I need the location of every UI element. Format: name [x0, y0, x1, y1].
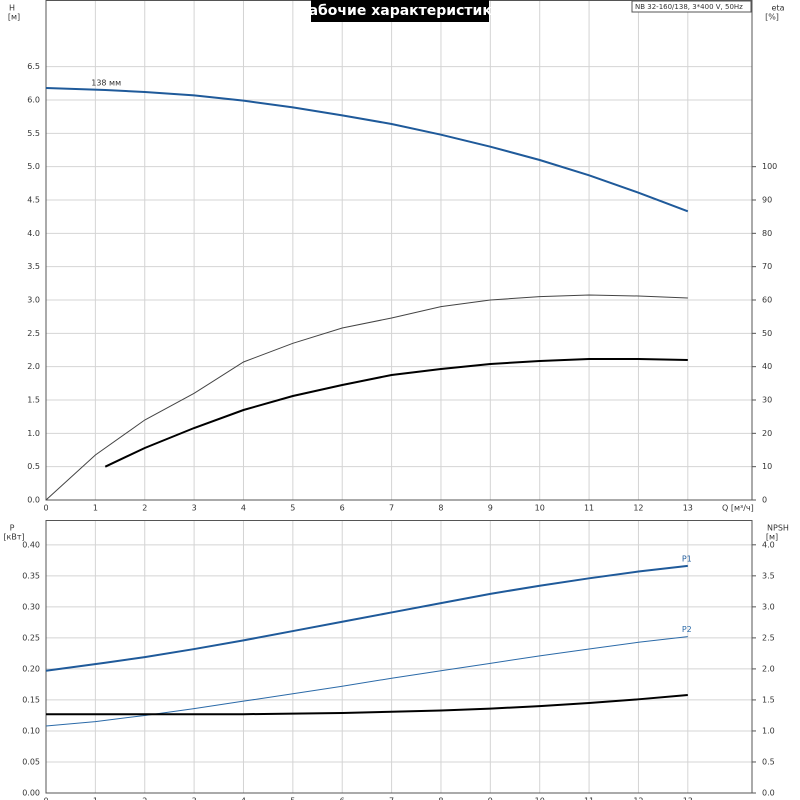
y-tick-label: 4.5 — [27, 196, 40, 205]
y-tick-label: 0.15 — [22, 695, 40, 704]
y-tick-label: 1.0 — [27, 429, 40, 438]
y-tick-label: 5.0 — [27, 162, 40, 171]
y-axis-unit: [кВт] — [3, 533, 24, 542]
y2-axis-label: eta — [772, 4, 785, 13]
y2-tick-label: 20 — [762, 429, 772, 438]
y-axis-unit: [м] — [8, 13, 20, 22]
chart-subtitle: NB 32-160/138, 3*400 V, 50Hz — [635, 3, 743, 11]
x-tick-label: 7 — [389, 797, 394, 800]
x-tick-label: 9 — [488, 504, 493, 513]
x-tick-label: 4 — [241, 797, 246, 800]
y2-tick-label: 50 — [762, 329, 772, 338]
y-tick-label: 3.0 — [27, 296, 40, 305]
y2-tick-label: 80 — [762, 229, 772, 238]
y-axis-label: P — [10, 524, 15, 533]
series-line — [104, 358, 688, 468]
x-tick-label: 6 — [340, 797, 345, 800]
y2-axis-unit: [м] — [766, 533, 778, 542]
y2-tick-label: 10 — [762, 462, 772, 471]
y2-tick-label: 0 — [762, 496, 767, 505]
plot-frame — [45, 520, 753, 794]
y-tick-label: 0.35 — [22, 571, 40, 580]
x-tick-label: 2 — [142, 797, 147, 800]
y-tick-label: 0.00 — [22, 789, 40, 798]
series-line — [45, 564, 688, 672]
x-tick-label: 2 — [142, 504, 147, 513]
title-box — [311, 0, 489, 22]
y2-tick-label: 2.0 — [762, 664, 775, 673]
y2-tick-label: 2.5 — [762, 633, 775, 642]
y-tick-label: 0.5 — [27, 462, 40, 471]
y2-tick-label: 70 — [762, 262, 772, 271]
y2-tick-label: 4.0 — [762, 540, 775, 549]
series-label: P2 — [682, 625, 692, 634]
plot-frame — [45, 0, 753, 501]
x-tick-label: 13 — [683, 797, 693, 800]
y2-tick-label: 3.0 — [762, 602, 775, 611]
x-tick-label: 0 — [43, 504, 48, 513]
series-line — [46, 693, 688, 716]
subtitle-box — [631, 0, 752, 13]
y2-axis-unit: [%] — [765, 13, 779, 22]
y-tick-label: 1.5 — [27, 396, 40, 405]
y-tick-label: 2.0 — [27, 362, 40, 371]
y-axis-label: H — [9, 4, 15, 13]
y2-tick-label: 3.5 — [762, 571, 775, 580]
y2-tick-label: 60 — [762, 296, 772, 305]
annotation: 138 мм — [91, 79, 121, 88]
y2-tick-label: 90 — [762, 196, 772, 205]
x-tick-label: 6 — [340, 504, 345, 513]
y2-axis-label: NPSH — [767, 524, 789, 533]
x-tick-label: 10 — [535, 797, 545, 800]
x-tick-label: 8 — [438, 797, 443, 800]
series-line — [45, 294, 688, 501]
y-tick-label: 4.0 — [27, 229, 40, 238]
series-label: P1 — [682, 554, 692, 563]
y2-tick-label: 30 — [762, 396, 772, 405]
x-tick-label: 4 — [241, 504, 246, 513]
y-tick-label: 0.30 — [22, 602, 40, 611]
x-tick-label: 1 — [93, 797, 98, 800]
y-tick-label: 0.20 — [22, 664, 40, 673]
y-tick-label: 0.25 — [22, 633, 40, 642]
chart-title: Рабочие характеристики — [298, 3, 501, 19]
y-tick-label: 0.40 — [22, 540, 40, 549]
y2-tick-label: 40 — [762, 362, 772, 371]
y-tick-label: 3.5 — [27, 262, 40, 271]
series-line — [45, 87, 689, 213]
y2-tick-label: 1.0 — [762, 726, 775, 735]
x-tick-label: 0 — [43, 797, 48, 800]
x-axis-label: Q [м³/ч] — [722, 504, 754, 513]
y-tick-label: 0.05 — [22, 757, 40, 766]
y-tick-label: 0.0 — [27, 496, 40, 505]
x-tick-label: 10 — [535, 504, 545, 513]
x-tick-label: 3 — [192, 504, 197, 513]
x-tick-label: 1 — [93, 504, 98, 513]
x-tick-label: 13 — [683, 504, 693, 513]
y2-tick-label: 1.5 — [762, 695, 775, 704]
y2-tick-label: 100 — [762, 162, 777, 171]
y-tick-label: 6.5 — [27, 62, 40, 71]
x-tick-label: 11 — [584, 797, 594, 800]
y2-tick-label: 0.5 — [762, 757, 775, 766]
x-tick-label: 7 — [389, 504, 394, 513]
x-tick-label: 12 — [633, 797, 643, 800]
y-tick-label: 5.5 — [27, 129, 40, 138]
x-tick-label: 9 — [488, 797, 493, 800]
x-tick-label: 8 — [438, 504, 443, 513]
y-tick-label: 0.10 — [22, 726, 40, 735]
y-tick-label: 2.5 — [27, 329, 40, 338]
x-tick-label: 3 — [192, 797, 197, 800]
x-tick-label: 12 — [633, 504, 643, 513]
x-tick-label: 11 — [584, 504, 594, 513]
x-tick-label: 5 — [290, 504, 295, 513]
y2-tick-label: 0.0 — [762, 789, 775, 798]
y-tick-label: 6.0 — [27, 96, 40, 105]
x-tick-label: 5 — [290, 797, 295, 800]
